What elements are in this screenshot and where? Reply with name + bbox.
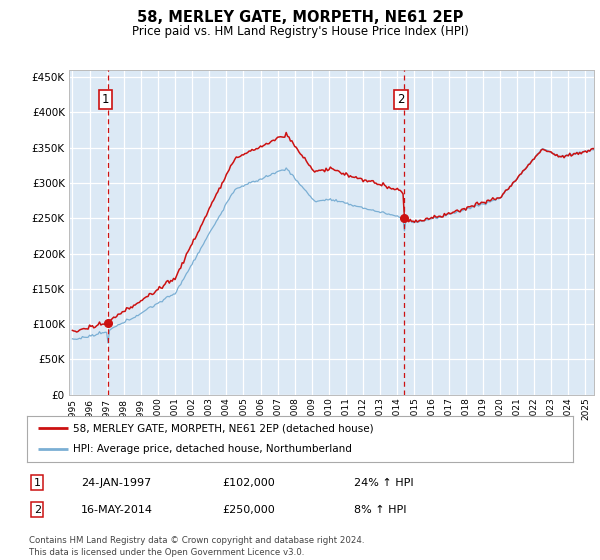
Text: HPI: Average price, detached house, Northumberland: HPI: Average price, detached house, Nort… [73,445,352,455]
Text: 24% ↑ HPI: 24% ↑ HPI [354,478,413,488]
Text: 2: 2 [397,93,405,106]
Text: 24-JAN-1997: 24-JAN-1997 [81,478,151,488]
Text: 1: 1 [34,478,41,488]
Text: Price paid vs. HM Land Registry's House Price Index (HPI): Price paid vs. HM Land Registry's House … [131,25,469,38]
Text: 16-MAY-2014: 16-MAY-2014 [81,505,153,515]
Text: 8% ↑ HPI: 8% ↑ HPI [354,505,407,515]
Text: £250,000: £250,000 [222,505,275,515]
Text: 58, MERLEY GATE, MORPETH, NE61 2EP (detached house): 58, MERLEY GATE, MORPETH, NE61 2EP (deta… [73,423,374,433]
Text: 2: 2 [34,505,41,515]
Text: Contains HM Land Registry data © Crown copyright and database right 2024.
This d: Contains HM Land Registry data © Crown c… [29,536,364,557]
Text: 1: 1 [101,93,109,106]
Text: £102,000: £102,000 [222,478,275,488]
Text: 58, MERLEY GATE, MORPETH, NE61 2EP: 58, MERLEY GATE, MORPETH, NE61 2EP [137,10,463,25]
